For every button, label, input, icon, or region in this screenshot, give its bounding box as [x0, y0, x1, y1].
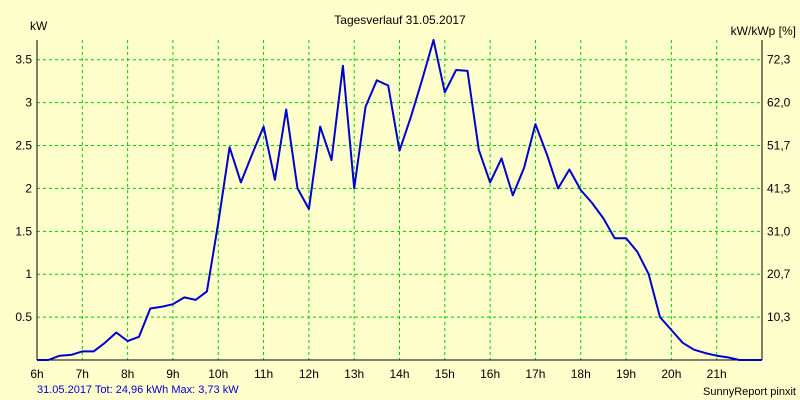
grid	[37, 40, 762, 360]
x-tick-label: 21h	[707, 367, 727, 381]
x-tick-label: 16h	[480, 367, 500, 381]
y-tick-label-right: 31,0	[767, 224, 791, 238]
x-tick-label: 14h	[389, 367, 409, 381]
y-tick-label-right: 10,3	[767, 310, 791, 324]
y-tick-label-left: 3.5	[15, 53, 32, 67]
chart-title: Tagesverlauf 31.05.2017	[334, 13, 466, 27]
series	[37, 39, 762, 361]
y-tick-label-left: 1	[25, 267, 32, 281]
y-axis-right-label: kW/kWp [%]	[731, 24, 796, 38]
y-tick-label-left: 0.5	[15, 310, 32, 324]
x-tick-label: 18h	[571, 367, 591, 381]
y-tick-label-right: 51,7	[767, 139, 791, 153]
x-tick-label: 13h	[344, 367, 364, 381]
axes	[36, 40, 763, 361]
y-tick-label-left: 1.5	[15, 224, 32, 238]
x-tick-label: 12h	[299, 367, 319, 381]
x-tick-label: 15h	[435, 367, 455, 381]
x-tick-label: 11h	[254, 367, 273, 381]
y-tick-label-left: 3	[25, 96, 32, 110]
footer-credit: SunnyReport pinxit	[703, 386, 796, 398]
tick-labels: 6h 7h 8h 9h 10h 11h 12h 13h 14h 15h 16h 17h 18h 19h 20…	[15, 53, 790, 381]
x-tick-label: 10h	[208, 367, 228, 381]
y-tick-label-right: 72,3	[767, 53, 791, 67]
footer-summary: 31.05.2017 Tot: 24,96 kWh Max: 3,73 kW	[37, 384, 239, 396]
y-tick-label-right: 62,0	[767, 96, 791, 110]
x-tick-label: 6h	[30, 367, 43, 381]
y-tick-label-left: 2.5	[15, 139, 32, 153]
y-tick-label-right: 20,7	[767, 267, 791, 281]
x-tick-label: 17h	[525, 367, 545, 381]
power-series-line	[37, 39, 762, 361]
y-tick-label-left: 2	[25, 181, 32, 195]
y-tick-label-right: 41,3	[767, 181, 791, 195]
x-tick-label: 19h	[616, 367, 636, 381]
x-tick-label: 9h	[166, 367, 179, 381]
x-tick-label: 7h	[76, 367, 89, 381]
x-tick-label: 20h	[661, 367, 681, 381]
x-tick-label: 8h	[121, 367, 134, 381]
y-axis-left-label: kW	[30, 19, 48, 33]
